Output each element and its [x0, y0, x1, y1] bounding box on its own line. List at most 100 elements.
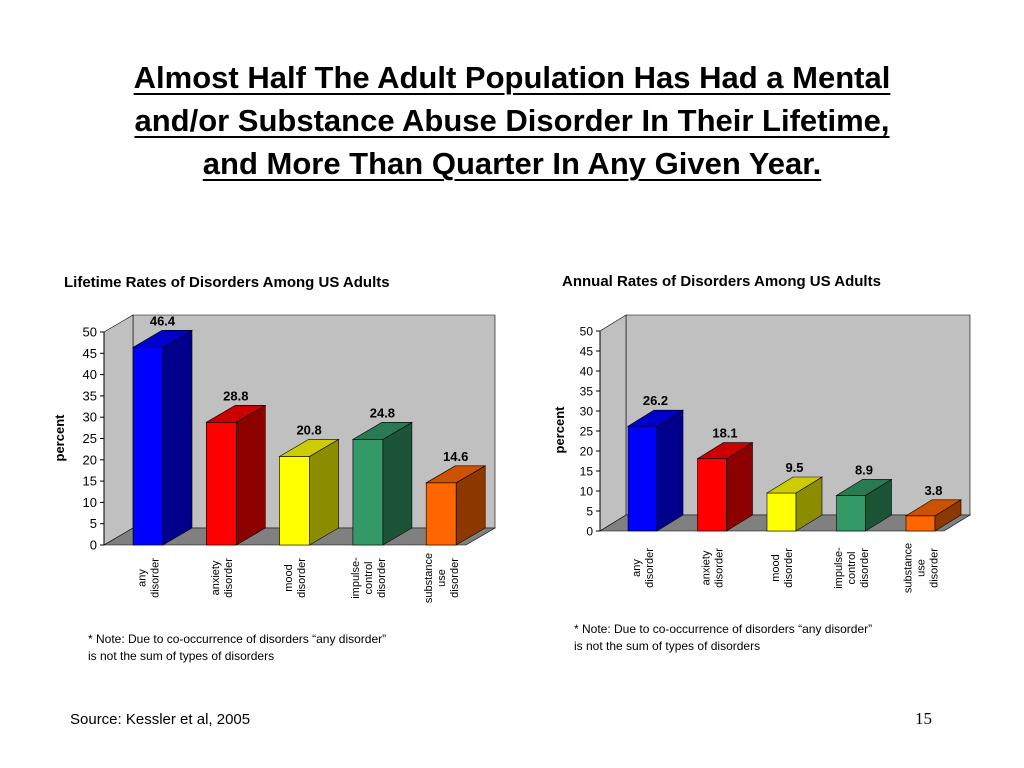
lifetime-y-tick-label: 10: [83, 495, 97, 510]
annual-category-label-line: impulse-: [833, 547, 845, 589]
lifetime-category-label-line: anxiety: [210, 560, 222, 595]
lifetime-chart-note: * Note: Due to co-occurrence of disorder…: [88, 631, 386, 665]
lifetime-data-label: 24.8: [370, 405, 395, 420]
annual-y-tick-label: 5: [586, 505, 593, 519]
lifetime-category-label-line: use: [436, 569, 448, 587]
slide-title-line-1: Almost Half The Adult Population Has Had…: [133, 60, 891, 95]
lifetime-category-label-line: substance: [423, 553, 435, 603]
annual-y-tick-label: 45: [580, 345, 594, 359]
lifetime-bar-2: [206, 422, 237, 546]
annual-y-tick-label: 30: [580, 405, 594, 419]
lifetime-category-label-line: control: [363, 561, 375, 594]
lifetime-bar-1: [132, 347, 164, 546]
lifetime-y-tick-label: 35: [83, 388, 97, 403]
lifetime-y-tick-label: 5: [90, 516, 97, 531]
annual-category-label-line: disorder: [783, 548, 795, 588]
slide-title-line-3: and More Than Quarter In Any Given Year.: [202, 146, 822, 181]
annual-category-label: impulse-control disorder: [833, 547, 871, 589]
lifetime-data-label: 28.8: [223, 388, 248, 403]
annual-y-tick-label: 10: [580, 485, 594, 499]
source-citation: Source: Kessler et al, 2005: [70, 711, 251, 728]
annual-chart-title: Annual Rates of Disorders Among US Adult…: [562, 273, 881, 290]
lifetime-category-label: anxiety disorder: [210, 558, 235, 598]
lifetime-bar-3-top: [278, 439, 340, 457]
annual-category-label: substance use disorder: [903, 543, 941, 593]
annual-y-tick-label: 35: [580, 385, 594, 399]
lifetime-category-label-line: disorder: [376, 558, 388, 598]
annual-data-label: 26.2: [643, 393, 668, 408]
lifetime-y-tick-label: 50: [83, 325, 97, 340]
annual-bar-5-top: [904, 499, 963, 517]
lifetime-note-line-1: * Note: Due to co-occurrence of disorder…: [88, 632, 387, 646]
annual-category-label-line: disorder: [644, 548, 656, 588]
lifetime-y-tick-label: 25: [83, 431, 97, 446]
annual-bar-3-top: [765, 476, 824, 494]
lifetime-category-label: any disorder: [137, 558, 162, 598]
lifetime-category-label-line: mood: [283, 564, 295, 592]
lifetime-y-tick-label: 40: [83, 367, 97, 382]
annual-data-label: 3.8: [924, 483, 942, 498]
annual-category-label-line: use: [916, 559, 928, 577]
lifetime-category-label-line: disorder: [150, 558, 162, 598]
annual-bar-1-side: [656, 409, 684, 532]
annual-category-label-line: disorder: [929, 548, 941, 588]
lifetime-y-tick-label: 30: [83, 410, 97, 425]
lifetime-bar-4-top: [351, 422, 414, 440]
annual-y-tick-label: 40: [580, 365, 594, 379]
annual-bar-1-top: [626, 409, 685, 427]
lifetime-category-label-line: disorder: [296, 558, 308, 598]
lifetime-category-label-line: disorder: [223, 558, 235, 598]
annual-bar-4-top: [835, 479, 893, 496]
annual-data-label: 8.9: [855, 462, 873, 477]
lifetime-category-label-line: any: [137, 569, 149, 587]
annual-bar-3: [766, 492, 797, 532]
slide-title-line-2: and/or Substance Abuse Disorder In Their…: [134, 103, 890, 138]
annual-y-tick-label: 25: [580, 425, 594, 439]
annual-category-label-line: any: [631, 559, 643, 577]
annual-y-tick-label: 15: [580, 465, 594, 479]
annual-category-label: any disorder: [631, 548, 656, 588]
lifetime-data-label: 46.4: [150, 313, 176, 328]
lifetime-bar-2-top: [205, 405, 267, 423]
annual-bar-5: [905, 515, 936, 532]
lifetime-category-label: mood disorder: [283, 558, 308, 598]
annual-bar-4: [836, 495, 866, 532]
lifetime-y-tick-label: 45: [83, 346, 97, 361]
page-number: 15: [915, 709, 932, 728]
lifetime-bar-1-top: [131, 330, 194, 348]
annual-category-label: mood disorder: [770, 548, 795, 588]
annual-category-label-line: control: [846, 551, 858, 584]
lifetime-bar-4: [352, 439, 384, 546]
lifetime-note-line-2: is not the sum of types of disorders: [88, 649, 275, 663]
annual-bar-2-top: [696, 442, 754, 459]
lifetime-category-label: impulse-control disorder: [350, 557, 388, 599]
annual-category-label: anxiety disorder: [701, 548, 726, 588]
annual-note-line-1: * Note: Due to co-occurrence of disorder…: [574, 622, 873, 636]
lifetime-data-label: 14.6: [443, 449, 468, 464]
annual-y-tick-label: 0: [586, 525, 593, 539]
lifetime-chart-title: Lifetime Rates of Disorders Among US Adu…: [64, 274, 390, 291]
annual-bar-2: [697, 458, 727, 532]
annual-note-line-2: is not the sum of types of disorders: [574, 639, 761, 653]
lifetime-y-tick-label: 0: [90, 538, 97, 553]
annual-category-label-line: mood: [770, 554, 782, 582]
lifetime-category-label: substance use disorder: [423, 553, 461, 603]
lifetime-bar-5-top: [425, 465, 487, 484]
annual-y-tick-label: 50: [580, 325, 594, 339]
lifetime-category-label-line: impulse-: [350, 557, 362, 599]
annual-chart-side-wall: [599, 314, 627, 532]
annual-category-label-line: anxiety: [701, 550, 713, 585]
lifetime-data-label: 20.8: [296, 422, 321, 437]
annual-y-tick-label: 20: [580, 445, 594, 459]
lifetime-category-label-line: disorder: [449, 558, 461, 598]
annual-data-label: 18.1: [712, 426, 737, 441]
annual-data-label: 9.5: [785, 460, 803, 475]
lifetime-bar-3: [279, 456, 310, 546]
slide-title: Almost Half The Adult Population Has Had…: [40, 56, 984, 185]
lifetime-y-tick-label: 20: [83, 452, 97, 467]
annual-category-label-line: disorder: [714, 548, 726, 588]
annual-bar-1: [627, 425, 658, 532]
lifetime-y-tick-label: 15: [83, 474, 97, 489]
